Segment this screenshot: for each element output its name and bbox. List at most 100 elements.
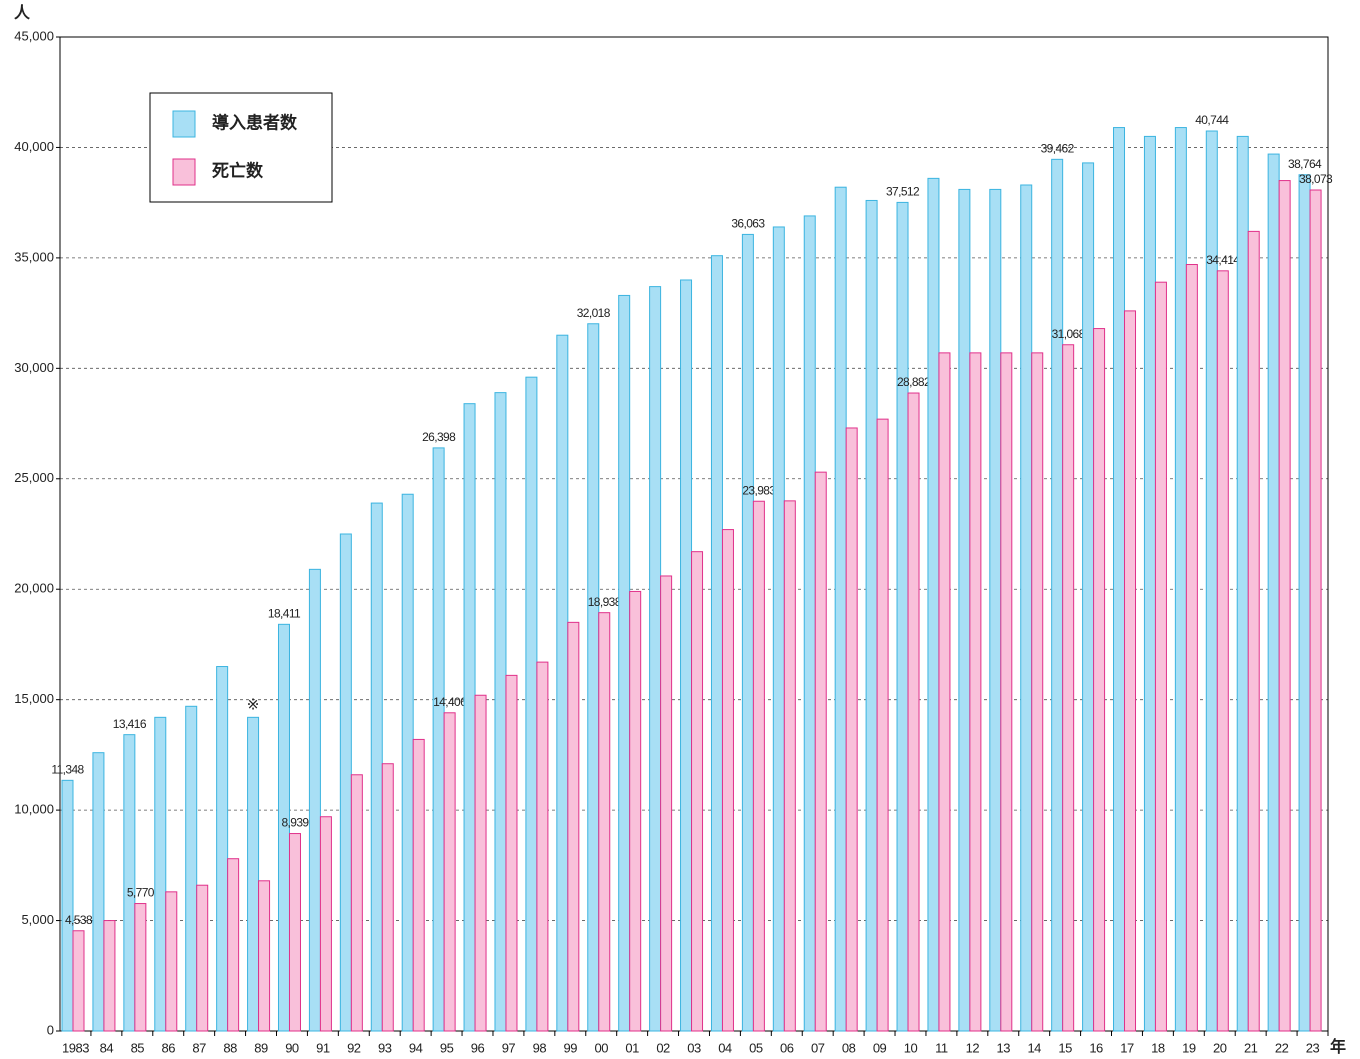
bar	[1267, 153, 1280, 1032]
x-tick-label: 89	[254, 1040, 268, 1055]
bar	[165, 891, 178, 1032]
y-tick-label: 15,000	[14, 691, 54, 706]
bar	[649, 286, 662, 1032]
bar	[154, 716, 167, 1032]
value-label: 5,770	[127, 886, 155, 900]
bar	[845, 427, 858, 1032]
bar	[536, 661, 549, 1032]
x-tick-label: 17	[1120, 1040, 1134, 1055]
bar	[618, 294, 631, 1032]
value-label: 13,416	[113, 717, 147, 731]
bar	[1062, 344, 1075, 1032]
bar	[196, 884, 209, 1032]
bar	[721, 529, 734, 1032]
bar	[1020, 184, 1033, 1032]
value-label: 31,068	[1052, 327, 1086, 341]
x-tick-label: 07	[811, 1040, 825, 1055]
x-axis-label: 年	[1330, 1037, 1346, 1056]
bar	[288, 833, 301, 1032]
bar	[1309, 189, 1322, 1032]
bar	[1113, 127, 1126, 1032]
x-tick-label: 20	[1213, 1040, 1227, 1055]
x-tick-label: 06	[780, 1040, 794, 1055]
bar	[772, 226, 785, 1032]
bar	[783, 500, 796, 1032]
y-axis-label: 人	[14, 4, 31, 22]
bar	[216, 666, 229, 1032]
x-tick-label: 93	[378, 1040, 392, 1055]
bar	[567, 621, 580, 1032]
bar	[834, 186, 847, 1032]
value-label: 38,764	[1288, 157, 1322, 171]
bar	[103, 920, 116, 1032]
value-label: 28,882	[897, 375, 931, 389]
bar	[1051, 158, 1064, 1032]
x-tick-label: 91	[316, 1040, 330, 1055]
x-tick-label: 84	[100, 1040, 114, 1055]
legend-label: 死亡数	[212, 160, 264, 180]
bar	[1216, 270, 1229, 1032]
bar	[989, 188, 1002, 1032]
bar	[123, 734, 136, 1032]
value-label: 37,512	[886, 185, 920, 199]
bar	[1174, 127, 1187, 1032]
bar	[629, 590, 642, 1032]
value-label: 23,983	[742, 483, 776, 497]
value-label: 4,538	[65, 913, 93, 927]
bar	[927, 177, 940, 1032]
x-tick-label: 98	[533, 1040, 547, 1055]
value-label: 26,398	[422, 430, 456, 444]
bar	[1082, 162, 1095, 1032]
x-tick-label: 92	[347, 1040, 361, 1055]
value-label: 39,462	[1041, 142, 1075, 156]
legend-swatch	[172, 110, 196, 138]
bar	[370, 502, 383, 1032]
bar	[1185, 264, 1198, 1032]
x-tick-label: 85	[131, 1040, 145, 1055]
x-tick-label: 87	[192, 1040, 206, 1055]
bar	[308, 568, 321, 1032]
bar	[598, 612, 611, 1032]
bar	[680, 279, 693, 1032]
bar	[1143, 135, 1156, 1032]
legend-box	[149, 92, 333, 203]
bar	[432, 447, 445, 1032]
bar	[907, 392, 920, 1032]
x-tick-label: 02	[656, 1040, 670, 1055]
y-tick-label: 0	[47, 1022, 54, 1037]
bar	[350, 774, 363, 1032]
bar	[134, 903, 147, 1032]
x-tick-label: 21	[1244, 1040, 1258, 1055]
value-label: 40,744	[1195, 113, 1229, 127]
y-tick-label: 20,000	[14, 581, 54, 596]
bar	[494, 392, 507, 1032]
x-tick-label: 04	[718, 1040, 732, 1055]
bar	[814, 471, 827, 1032]
x-tick-label: 00	[594, 1040, 608, 1055]
x-tick-label: 13	[997, 1040, 1011, 1055]
bar	[587, 323, 600, 1032]
y-tick-label: 30,000	[14, 360, 54, 375]
x-tick-label: 14	[1027, 1040, 1041, 1055]
y-tick-label: 35,000	[14, 249, 54, 264]
bar	[339, 533, 352, 1032]
bar	[691, 551, 704, 1032]
x-tick-label: 03	[687, 1040, 701, 1055]
x-tick-label: 09	[873, 1040, 887, 1055]
bar	[505, 674, 518, 1032]
bar	[1124, 310, 1137, 1032]
value-label: 11,348	[51, 763, 84, 777]
x-tick-label: 15	[1058, 1040, 1072, 1055]
x-tick-label: 12	[966, 1040, 980, 1055]
bar	[710, 255, 723, 1032]
value-label: 34,414	[1206, 253, 1240, 267]
y-tick-label: 10,000	[14, 802, 54, 817]
annotation: ※	[247, 696, 260, 713]
bar	[741, 233, 754, 1032]
bar	[1247, 230, 1260, 1032]
bar	[258, 880, 271, 1032]
value-label: 38,073	[1299, 172, 1333, 186]
value-label: 32,018	[577, 306, 611, 320]
bar	[474, 694, 487, 1032]
